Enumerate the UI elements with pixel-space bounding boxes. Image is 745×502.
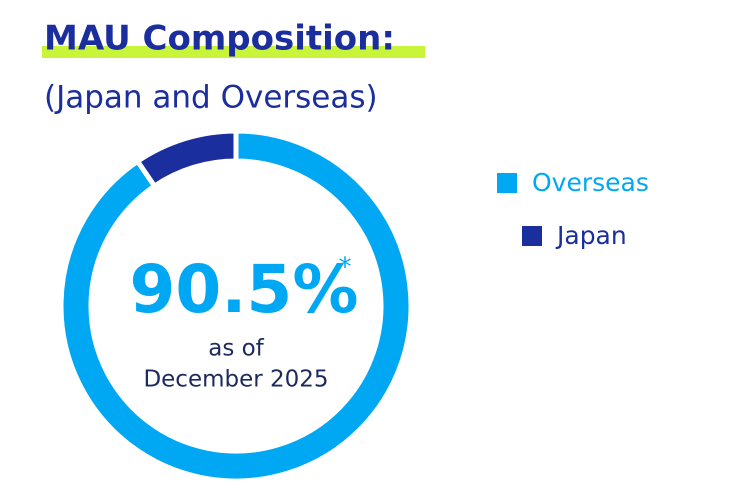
center-text: December 2025: [143, 367, 328, 393]
chart-title: MAU Composition:: [44, 19, 395, 59]
donut-slice: [58, 128, 414, 484]
annotation-mark: *: [339, 253, 352, 283]
legend-swatch: [522, 226, 542, 246]
legend-label: Japan: [555, 221, 627, 250]
chart-subtitle: (Japan and Overseas): [44, 80, 378, 116]
center-text: as of: [208, 336, 264, 362]
donut-slice: [134, 128, 239, 190]
legend-label: Overseas: [532, 168, 649, 197]
center-value-label: 90.5%: [130, 251, 359, 328]
legend-swatch: [497, 173, 517, 193]
title-highlight: [42, 46, 425, 58]
